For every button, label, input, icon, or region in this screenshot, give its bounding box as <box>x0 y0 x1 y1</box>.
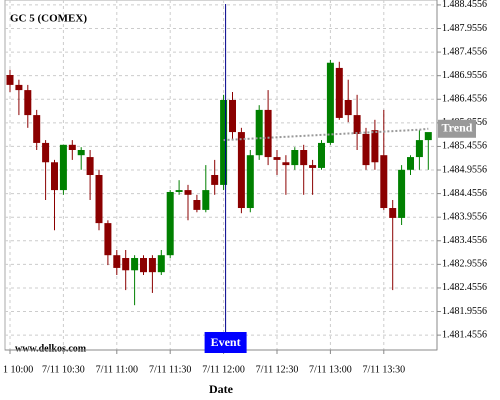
candle-body <box>24 90 32 116</box>
candle-body <box>15 84 23 91</box>
x-tick-label: 7/11 13:30 <box>362 364 405 375</box>
marks <box>6 59 432 306</box>
candle-body <box>318 142 325 168</box>
x-tick-label: 7/11 12:30 <box>256 364 299 375</box>
candle-body <box>407 157 414 170</box>
x-tick-label: 7/11 10:30 <box>42 364 85 375</box>
y-tick-label: 1.483.9556 <box>442 211 487 222</box>
candle-body <box>424 132 432 141</box>
chart-title: GC 5 (COMEX) <box>10 13 87 25</box>
candle-body <box>389 208 397 218</box>
candle-body <box>131 258 139 271</box>
y-tick-label: 1.481.9556 <box>442 306 487 317</box>
y-tick-label: 1.486.9556 <box>442 70 487 81</box>
watermark: www.delkos.com <box>15 343 87 354</box>
y-tick-label: 1.484.4556 <box>442 188 487 199</box>
y-tick-label: 1.487.4556 <box>442 46 487 57</box>
candle-body <box>148 258 156 273</box>
event-box <box>204 332 247 353</box>
candle-body <box>371 130 379 163</box>
y-tick-label: 1.486.4556 <box>442 94 487 105</box>
candle-body <box>255 109 263 156</box>
candle-body <box>122 258 130 271</box>
trend-label-box <box>438 119 476 138</box>
candle-body <box>184 190 192 195</box>
x-tick-label: 7/11 12:00 <box>202 364 245 375</box>
candle-body <box>282 162 290 166</box>
candle-body <box>344 100 352 116</box>
candle-body <box>6 75 14 85</box>
candle-body <box>220 100 228 185</box>
candle-body <box>166 191 174 256</box>
candle-body <box>237 132 245 209</box>
event-label: Event <box>211 335 241 349</box>
candle-body <box>175 190 183 192</box>
candle-body <box>59 144 67 191</box>
candle-body <box>95 175 103 224</box>
candle-body <box>300 150 308 166</box>
candle-body <box>42 142 50 163</box>
x-tick-label: 7/11 11:30 <box>149 364 191 375</box>
y-tick-label: 1.488.4556 <box>442 0 487 10</box>
candle-body <box>353 115 361 134</box>
candle-body <box>229 100 236 133</box>
candle-body <box>211 175 219 185</box>
candle-body <box>157 255 165 273</box>
y-tick-label: 1.483.4556 <box>442 235 487 246</box>
candle-body <box>335 67 343 118</box>
candle-body <box>362 133 370 166</box>
x-axis-title: Date <box>209 382 234 396</box>
x-tick-label: 1 10:00 <box>3 364 33 375</box>
candle-body <box>273 157 281 160</box>
candle-body <box>68 144 76 150</box>
candle-body <box>51 162 58 191</box>
candle-body <box>398 169 406 218</box>
candle-body <box>86 157 94 175</box>
candle-body <box>193 200 201 210</box>
y-tick-label: 1.481.4556 <box>442 329 487 340</box>
y-tick-label: 1.482.4556 <box>442 282 487 293</box>
candle-body <box>113 255 121 268</box>
candle-body <box>33 115 41 143</box>
trend-label: Trend <box>442 121 473 135</box>
candle-body <box>202 190 210 210</box>
x-tick-label: 7/11 11:00 <box>96 364 138 375</box>
y-tick-label: 1.487.9556 <box>442 23 487 34</box>
y-tick-label: 1.485.4556 <box>442 141 487 152</box>
candle-body <box>77 150 85 156</box>
candle-body <box>291 150 299 166</box>
candle-body <box>246 155 254 209</box>
y-tick-label: 1.484.9556 <box>442 164 487 175</box>
candle-body <box>415 140 423 158</box>
candle-body <box>264 109 272 158</box>
y-tick-label: 1.482.9556 <box>442 259 487 270</box>
candle-body <box>104 223 112 256</box>
candle-body <box>140 258 147 273</box>
candle-body <box>380 155 388 209</box>
candle-body <box>309 165 317 168</box>
candle-body <box>326 62 334 143</box>
x-tick-label: 7/11 13:00 <box>309 364 352 375</box>
